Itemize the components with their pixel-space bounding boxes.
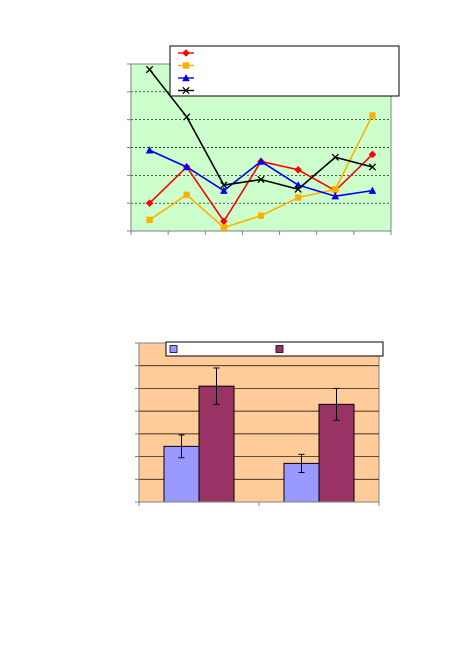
line-series-4-point-stroke-b <box>331 153 339 161</box>
line-series-4-point-stroke-b <box>368 163 377 171</box>
line-series-4-point-stroke-b <box>220 181 228 189</box>
bar-legend-series-1-swatch <box>169 345 178 353</box>
line-series-4-point-stroke-b <box>183 113 191 121</box>
line-series-2-point <box>257 212 265 219</box>
line-series-3-point <box>331 192 340 200</box>
line-series-3-point <box>257 157 265 165</box>
legend-series-1-marker <box>182 49 190 57</box>
line-series-2-point <box>294 194 302 201</box>
legend-series-4-marker-stroke-b <box>182 86 190 95</box>
line-series-4-point <box>145 65 154 74</box>
line-chart-legend <box>169 45 400 97</box>
line-series-1-point <box>145 199 154 207</box>
line-series-4-point <box>331 153 339 161</box>
line-series-2-point <box>183 191 190 199</box>
line-series-3-point <box>368 186 377 194</box>
line-series-2-point <box>220 224 228 231</box>
legend-series-3-marker <box>182 74 190 82</box>
line-series-1-point <box>294 165 302 174</box>
line-series-4-point <box>257 175 265 184</box>
line-series-2-point <box>369 112 376 119</box>
line-series-2-point <box>146 216 153 224</box>
bar-chart-legend <box>165 341 384 357</box>
line-series-3-point <box>182 162 191 171</box>
line-series-4-point <box>220 181 228 189</box>
line-series-4-point <box>368 163 377 171</box>
line-series-1-point <box>368 150 377 159</box>
line-series-2-point <box>332 186 339 193</box>
line-series-4-point <box>294 185 302 193</box>
legend-series-2-marker <box>182 62 190 69</box>
line-series-4-point-stroke-b <box>294 185 302 193</box>
line-series-4-point-stroke-b <box>145 65 154 74</box>
line-series-1-point <box>220 217 228 226</box>
line-series-3-point <box>220 186 228 194</box>
bar-legend-series-2-swatch <box>275 345 284 353</box>
line-series-4-point <box>183 113 191 121</box>
line-series-3-point <box>145 146 154 154</box>
legend-series-4-marker <box>182 86 190 95</box>
line-series-4-point-stroke-b <box>257 175 265 184</box>
bar-series-2-bar <box>198 385 235 503</box>
